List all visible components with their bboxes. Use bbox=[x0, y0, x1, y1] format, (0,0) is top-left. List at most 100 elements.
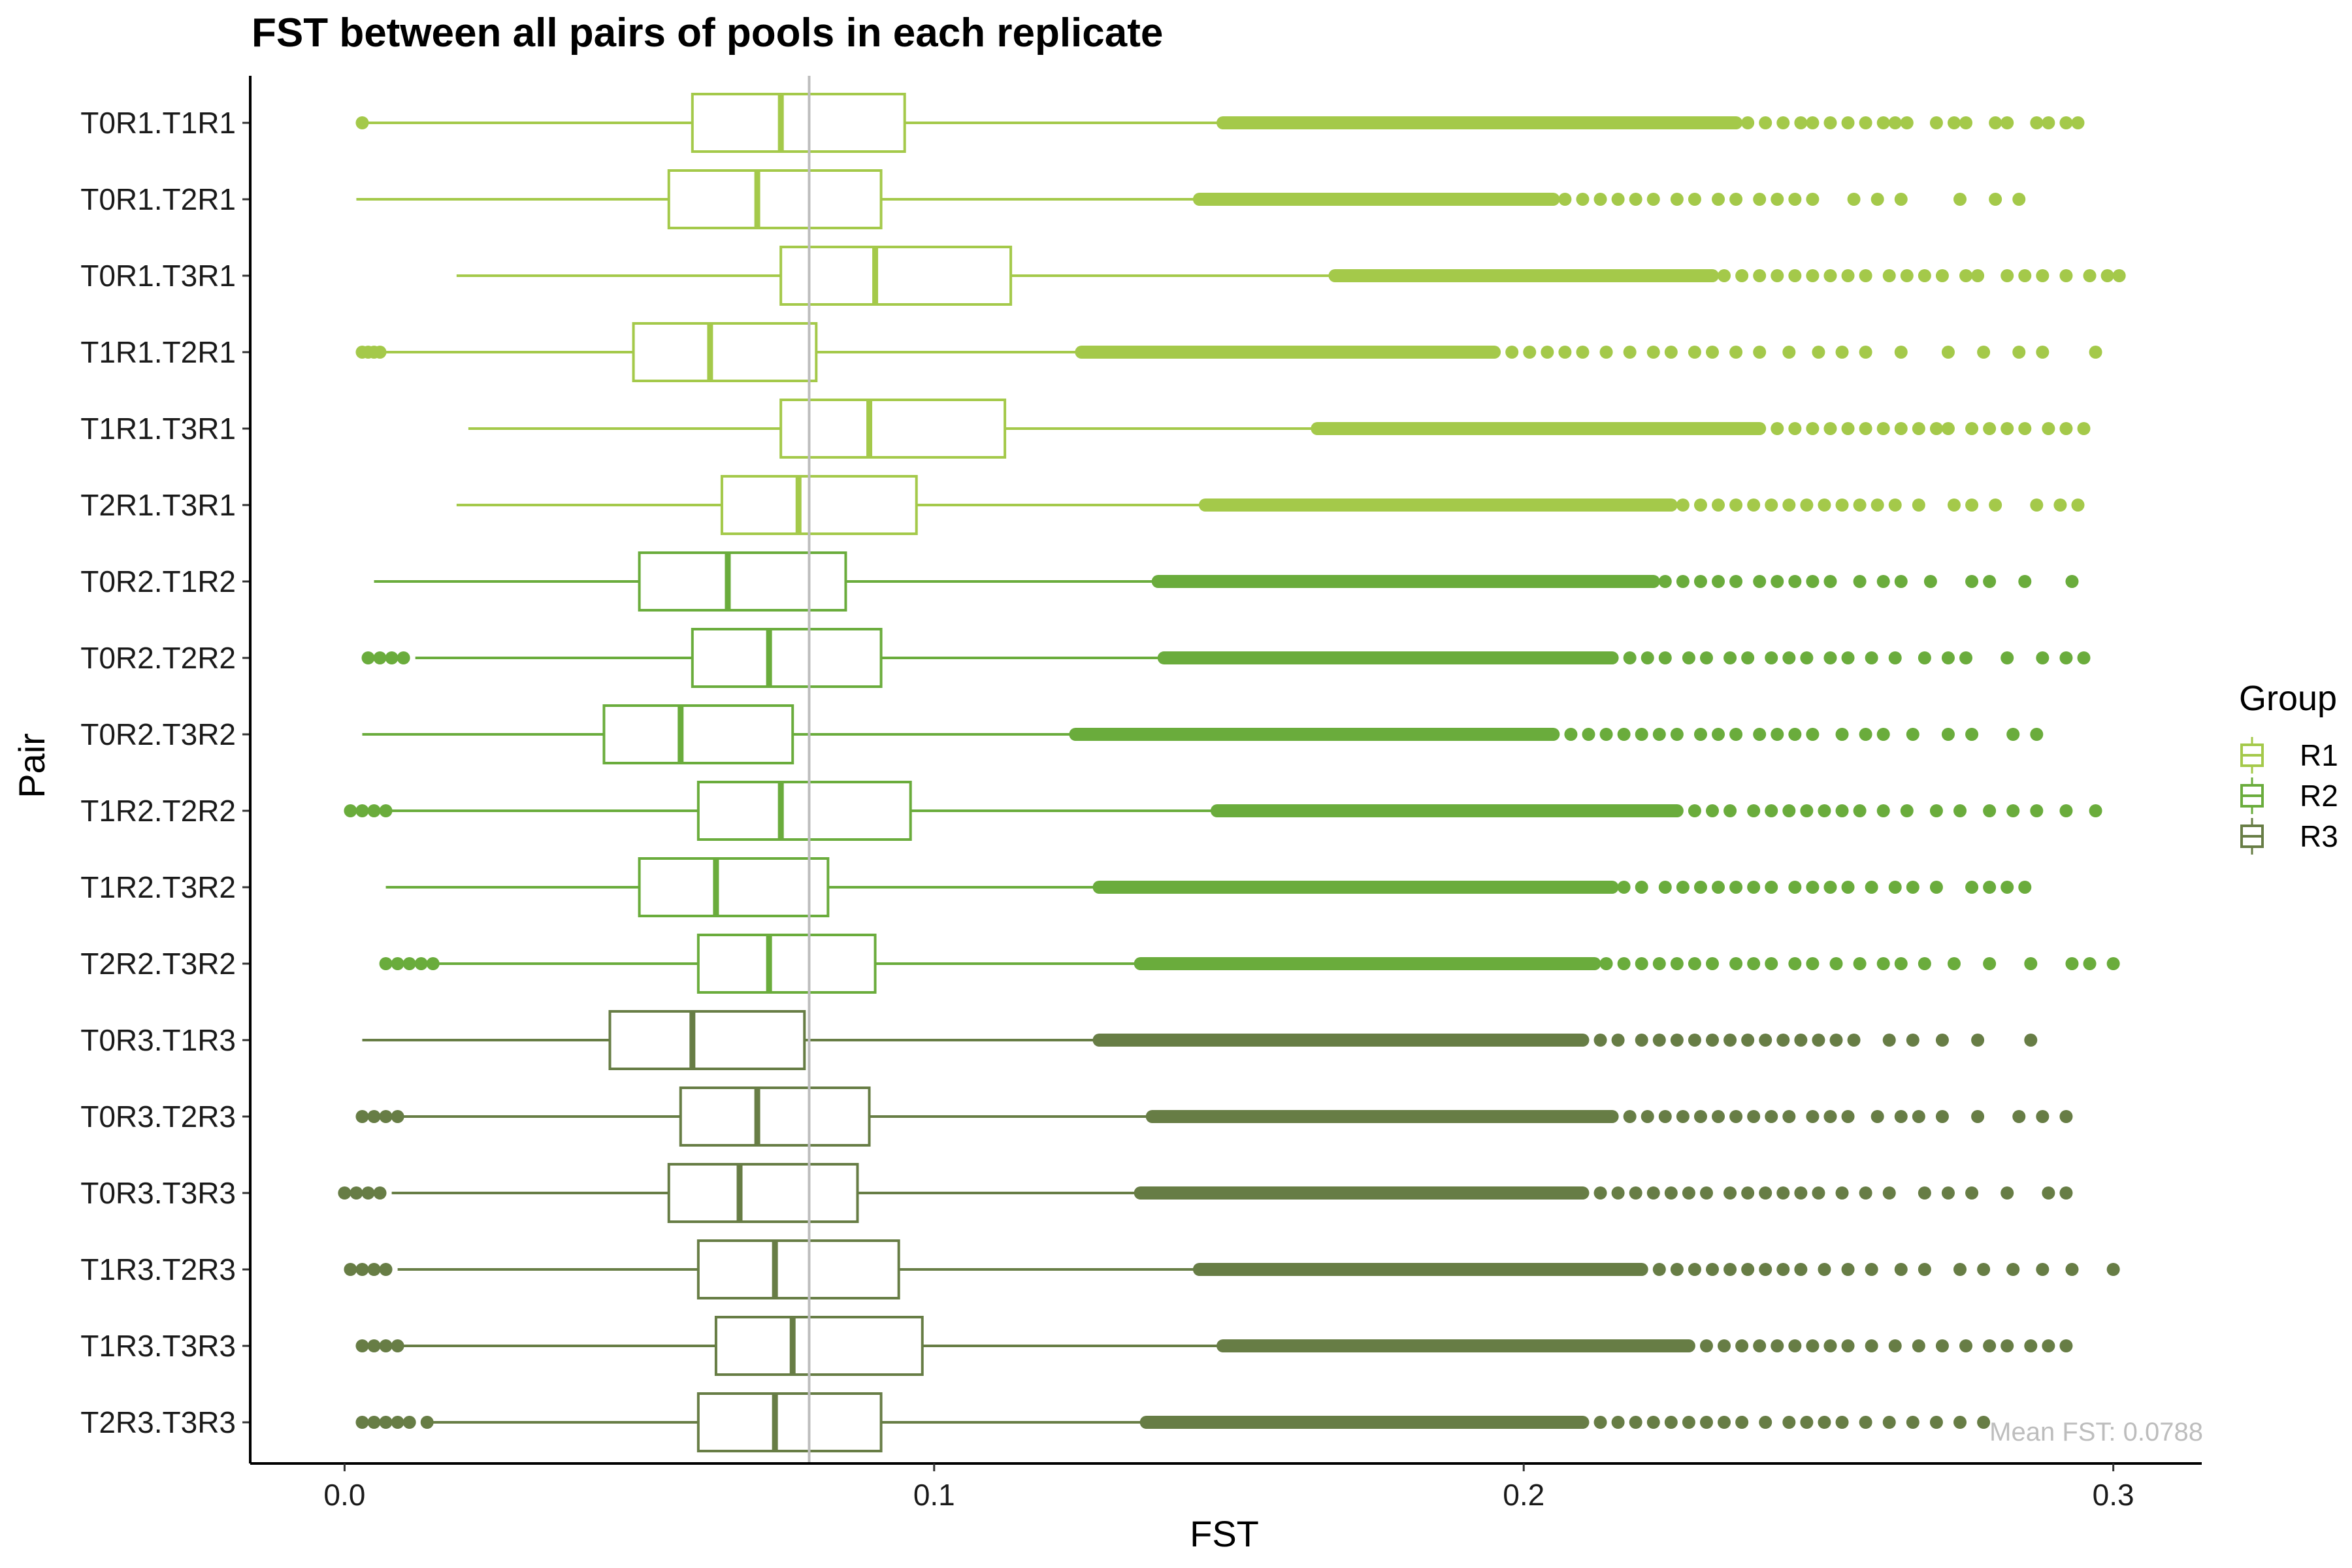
outlier-point bbox=[1865, 651, 1878, 664]
outlier-point bbox=[1823, 575, 1837, 588]
outlier-point bbox=[1983, 422, 1997, 435]
legend-item-R1: R1 bbox=[2240, 737, 2338, 774]
outlier-point bbox=[1611, 1416, 1625, 1429]
outlier-point bbox=[1635, 728, 1648, 741]
outlier-point bbox=[2059, 422, 2073, 435]
outlier-point bbox=[1759, 116, 1772, 129]
outlier-point bbox=[1989, 193, 2002, 206]
outlier-point bbox=[1800, 804, 1814, 817]
outlier-point bbox=[1977, 1416, 1991, 1429]
outlier-point bbox=[1505, 346, 1519, 359]
box-iqr bbox=[696, 1239, 900, 1299]
outlier-point bbox=[1835, 346, 1849, 359]
outlier-point bbox=[1676, 1110, 1690, 1123]
outlier-point bbox=[1776, 1034, 1790, 1047]
outlier-point bbox=[1888, 116, 1902, 129]
outlier-point bbox=[1718, 1416, 1731, 1429]
outlier-point bbox=[1971, 269, 1985, 282]
outlier-point bbox=[1693, 575, 1707, 588]
outlier-point bbox=[2012, 346, 2026, 359]
outlier-point bbox=[1806, 269, 1820, 282]
outlier-point bbox=[1629, 193, 1642, 206]
outlier-point bbox=[1664, 1416, 1678, 1429]
y-tick-label: T0R1.T1R1 bbox=[80, 106, 236, 140]
outlier-point bbox=[2042, 422, 2055, 435]
outlier-point bbox=[1759, 1034, 1772, 1047]
outlier-point bbox=[2059, 116, 2073, 129]
outlier-point bbox=[1794, 1263, 1808, 1276]
outlier-point bbox=[1953, 1416, 1967, 1429]
outlier-point bbox=[1617, 881, 1631, 894]
outlier-point bbox=[1965, 498, 1979, 512]
outlier-point bbox=[2059, 1339, 2073, 1352]
outlier-point bbox=[1847, 1034, 1861, 1047]
outlier-point bbox=[2024, 1339, 2038, 1352]
outlier-point bbox=[1611, 1186, 1625, 1200]
outlier-point bbox=[367, 1339, 381, 1352]
outlier-point bbox=[1841, 1339, 1855, 1352]
outlier-point bbox=[1682, 1416, 1695, 1429]
outlier-point bbox=[1894, 575, 1908, 588]
y-tick-label: T2R1.T3R1 bbox=[80, 488, 236, 522]
outlier-point bbox=[1741, 1186, 1755, 1200]
outlier-point bbox=[1859, 728, 1872, 741]
outlier-point bbox=[2001, 269, 2014, 282]
box-T1R1.T3R1 bbox=[468, 399, 2091, 459]
outlier-point bbox=[1800, 1416, 1814, 1429]
outlier-point bbox=[1788, 575, 1802, 588]
outlier-point bbox=[373, 346, 387, 359]
outlier-point bbox=[1965, 728, 1979, 741]
outlier-point bbox=[1818, 498, 1831, 512]
box-T0R3.T1R3 bbox=[362, 1010, 2038, 1070]
outlier-point bbox=[1935, 1110, 1949, 1123]
outlier-point bbox=[1918, 957, 1931, 970]
outlier-point bbox=[1882, 1034, 1896, 1047]
outlier-point bbox=[1741, 1034, 1755, 1047]
box-iqr bbox=[632, 322, 818, 382]
outlier-point bbox=[1906, 881, 1919, 894]
outlier-point bbox=[1947, 498, 1961, 512]
outlier-point bbox=[1705, 1263, 1719, 1276]
outlier-point bbox=[1771, 728, 1784, 741]
outlier-point bbox=[1753, 728, 1767, 741]
outlier-point bbox=[1576, 346, 1590, 359]
outlier-point bbox=[379, 957, 393, 970]
outlier-point bbox=[1658, 575, 1672, 588]
outlier-point bbox=[1688, 1034, 1701, 1047]
outlier-point bbox=[1853, 804, 1867, 817]
outlier-point bbox=[1782, 346, 1796, 359]
outlier-point bbox=[1953, 1263, 1967, 1276]
box-iqr bbox=[608, 1010, 806, 1070]
box-T0R1.T3R1 bbox=[456, 246, 2126, 306]
outlier-point bbox=[1823, 881, 1837, 894]
outlier-point bbox=[1723, 1034, 1737, 1047]
outlier-point bbox=[1894, 422, 1908, 435]
outlier-point bbox=[379, 804, 393, 817]
outlier-point bbox=[2065, 957, 2079, 970]
outlier-point bbox=[1806, 881, 1820, 894]
outlier-point bbox=[1699, 1416, 1713, 1429]
outlier-point bbox=[1771, 269, 1784, 282]
outlier-point bbox=[2071, 116, 2085, 129]
outlier-point bbox=[1906, 728, 1919, 741]
outlier-point bbox=[1599, 346, 1613, 359]
outlier-point bbox=[426, 957, 440, 970]
outlier-point bbox=[379, 1416, 393, 1429]
box-T0R1.T2R1 bbox=[356, 169, 2026, 229]
outlier-point bbox=[1712, 193, 1725, 206]
outlier-point bbox=[1729, 346, 1743, 359]
box-T0R2.T1R2 bbox=[374, 551, 2079, 612]
outlier-point bbox=[1635, 881, 1648, 894]
outlier-point bbox=[1623, 346, 1637, 359]
box-iqr bbox=[691, 628, 883, 688]
outlier-point bbox=[1747, 804, 1761, 817]
outlier-point bbox=[1765, 498, 1778, 512]
outlier-point bbox=[1735, 1339, 1749, 1352]
outlier-point bbox=[1806, 1339, 1820, 1352]
outlier-point bbox=[1977, 1263, 1991, 1276]
outlier-point bbox=[1712, 881, 1725, 894]
outlier-point bbox=[1712, 575, 1725, 588]
outlier-point bbox=[1859, 422, 1872, 435]
legend: Group R1 R2 R3 bbox=[2239, 679, 2338, 855]
outlier-point bbox=[2065, 1263, 2079, 1276]
